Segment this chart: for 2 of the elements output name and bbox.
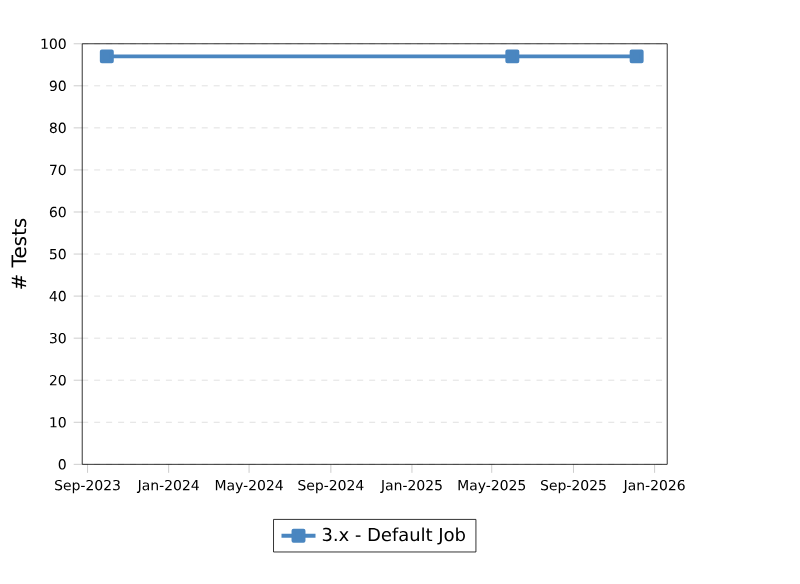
y-axis-title: # Tests bbox=[11, 218, 27, 290]
legend-label: 3.x - Default Job bbox=[322, 527, 465, 545]
